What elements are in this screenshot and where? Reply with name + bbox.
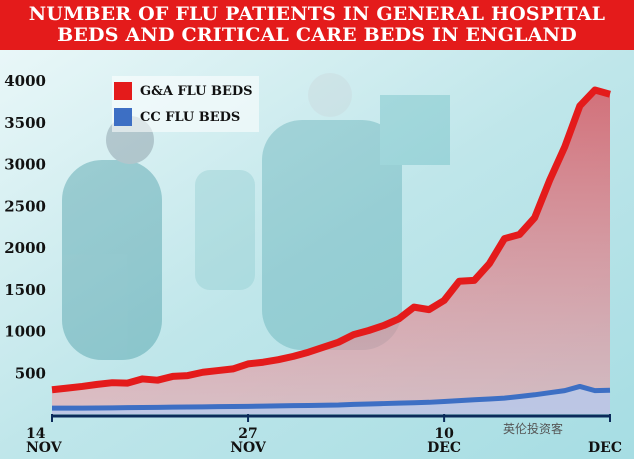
x-tick-label: NOV <box>230 440 267 456</box>
y-tick-label: 4000 <box>4 72 46 90</box>
x-tick-label: 10 <box>434 426 454 442</box>
legend-label-cc: CC FLU BEDS <box>140 109 241 125</box>
x-tick-label: DEC <box>588 440 622 456</box>
chart-title: NUMBER OF FLU PATIENTS IN GENERAL HOSPIT… <box>0 0 634 50</box>
plot-group: 500100015002000250030003500400014NOV27NO… <box>4 72 622 456</box>
watermark: 英伦投资客 <box>503 422 564 436</box>
x-tick-label: DEC <box>427 440 461 456</box>
ga-series-line <box>51 86 611 394</box>
legend-item-ga: G&A FLU BEDS <box>114 78 253 104</box>
y-tick-label: 3500 <box>4 114 46 132</box>
background-photo <box>62 73 450 360</box>
y-tick-label: 1000 <box>4 323 46 341</box>
legend-label-ga: G&A FLU BEDS <box>140 83 253 99</box>
y-tick-label: 500 <box>15 364 46 382</box>
legend-item-cc: CC FLU BEDS <box>114 104 253 130</box>
x-tick-label: 27 <box>238 426 257 442</box>
legend: G&A FLU BEDS CC FLU BEDS <box>112 76 259 132</box>
y-tick-label: 3000 <box>4 156 46 174</box>
cc-series-line <box>52 383 611 411</box>
x-tick-label: NOV <box>26 440 63 456</box>
y-tick-label: 2000 <box>4 239 46 257</box>
y-tick-label: 2500 <box>4 197 46 215</box>
ga-area <box>52 90 610 415</box>
y-tick-label: 1500 <box>4 281 46 299</box>
legend-swatch-cc <box>114 108 132 126</box>
legend-swatch-ga <box>114 82 132 100</box>
x-tick-label: 14 <box>26 426 46 442</box>
